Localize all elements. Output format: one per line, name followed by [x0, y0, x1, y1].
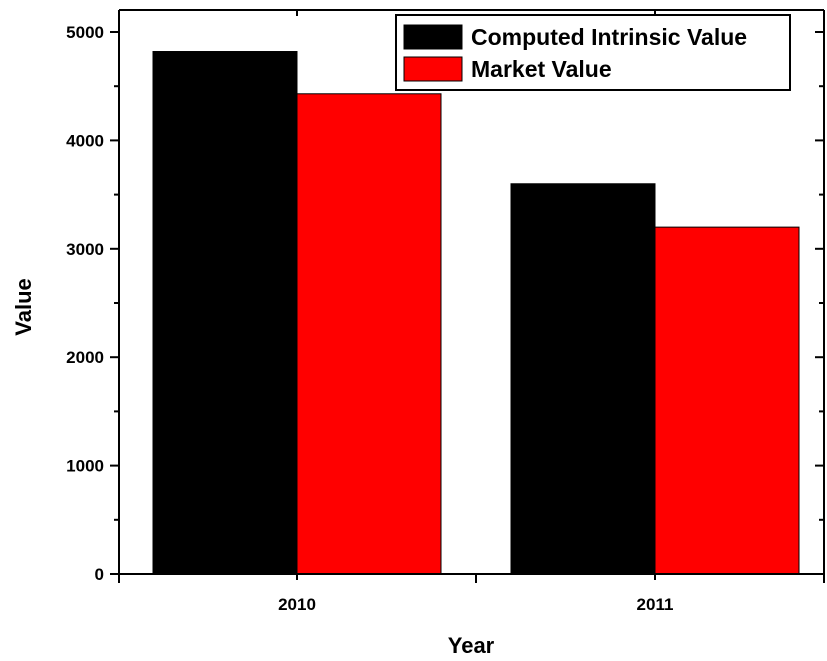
- y-tick-label: 4000: [66, 131, 104, 150]
- legend-swatch-market-value: [403, 56, 463, 82]
- legend-label-market-value: Market Value: [471, 56, 612, 82]
- y-tick-label: 1000: [66, 457, 104, 476]
- legend: Computed Intrinsic Value Market Value: [395, 14, 791, 91]
- y-tick-label: 2000: [66, 348, 104, 367]
- bar-computed-intrinsic-value-2011: [510, 183, 656, 575]
- legend-swatch-computed-intrinsic-value: [403, 24, 463, 50]
- y-axis-title: Value: [11, 278, 36, 335]
- y-tick-label: 5000: [66, 23, 104, 42]
- bar-market-value-2010: [296, 93, 442, 575]
- x-axis-title: Year: [448, 633, 495, 658]
- bar-market-value-2011: [654, 226, 800, 575]
- y-tick-label: 0: [95, 565, 104, 584]
- bars-group: [152, 51, 800, 575]
- bar-computed-intrinsic-value-2010: [152, 51, 298, 575]
- axes-group: [110, 9, 825, 583]
- y-tick-label: 3000: [66, 240, 104, 259]
- labels-group: 0 1000 2000 3000 4000 5000 2010 2011 Year Value: [11, 23, 673, 658]
- legend-label-computed-intrinsic-value: Computed Intrinsic Value: [471, 24, 747, 50]
- x-tick-label: 2011: [637, 595, 674, 614]
- x-tick-label: 2010: [278, 595, 316, 614]
